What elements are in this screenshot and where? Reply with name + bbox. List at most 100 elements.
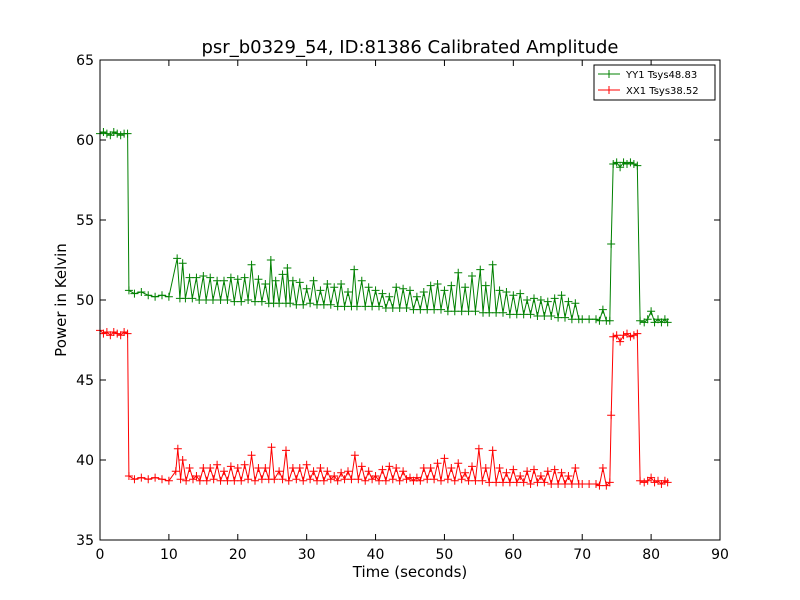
data-point [623, 160, 631, 168]
data-point [550, 294, 559, 303]
x-tick-label: 0 [96, 547, 105, 563]
data-point [399, 467, 408, 476]
data-point [195, 476, 204, 485]
data-point [530, 465, 538, 474]
data-point [306, 299, 315, 308]
data-point [440, 286, 449, 295]
data-point [454, 459, 463, 468]
data-point [195, 296, 204, 304]
data-point [505, 478, 514, 487]
data-point [543, 297, 552, 306]
data-point [388, 304, 397, 312]
data-point [526, 480, 535, 488]
data-point [516, 289, 525, 298]
data-point [623, 329, 631, 338]
data-point [120, 328, 129, 336]
data-point [454, 268, 463, 277]
data-point [368, 302, 377, 311]
legend-entry-2: XX1 Tsys38.52 [598, 86, 699, 97]
data-point [626, 332, 635, 341]
data-point [206, 273, 215, 282]
data-point [488, 446, 497, 455]
data-point [173, 254, 182, 263]
data-point [406, 286, 414, 295]
data-point [350, 265, 359, 274]
data-point [102, 328, 111, 336]
x-tick-label: 40 [367, 547, 385, 563]
data-point [450, 307, 459, 316]
data-point [654, 476, 662, 485]
data-point [395, 476, 404, 485]
data-point [247, 260, 256, 269]
data-point [585, 480, 594, 488]
data-point [571, 299, 580, 308]
data-point [275, 467, 284, 476]
data-point [230, 297, 239, 306]
data-point [471, 307, 480, 316]
data-point [657, 480, 666, 488]
data-point [650, 478, 659, 487]
data-point [488, 260, 497, 269]
y-tick-label: 50 [76, 293, 94, 309]
data-point [364, 283, 373, 292]
data-point [561, 480, 569, 488]
data-point [130, 475, 139, 484]
data-point [423, 305, 432, 314]
data-point [633, 161, 642, 170]
data-point [261, 464, 270, 472]
data-point [99, 128, 108, 136]
data-point [176, 475, 185, 484]
data-point [592, 480, 600, 488]
data-point [199, 272, 208, 280]
data-point [578, 315, 587, 324]
data-point [643, 476, 652, 485]
x-tick-label: 80 [642, 547, 660, 563]
data-point [185, 464, 194, 472]
data-point [171, 467, 180, 476]
data-point [271, 276, 280, 285]
data-point [423, 475, 432, 484]
data-point [330, 472, 339, 480]
data-point [585, 315, 594, 324]
data-point [106, 131, 115, 140]
data-point [323, 280, 332, 288]
data-point [636, 316, 645, 325]
data-point [654, 315, 662, 324]
data-point [536, 472, 545, 480]
data-point [309, 467, 318, 476]
data-point [543, 467, 552, 476]
data-point [468, 272, 476, 280]
data-point [607, 411, 616, 420]
data-point [464, 476, 473, 485]
y-tick-label: 35 [76, 533, 94, 549]
legend: YY1 Tsys48.83 XX1 Tsys38.52 [593, 64, 716, 101]
data-point [523, 296, 532, 304]
data-point [233, 464, 242, 472]
data-point [116, 331, 125, 340]
data-point [278, 270, 287, 279]
data-point [220, 276, 228, 285]
data-point [202, 476, 211, 485]
data-point [109, 128, 118, 136]
data-point [185, 273, 194, 282]
data-point [592, 315, 600, 324]
data-point [385, 462, 394, 471]
data-point [102, 129, 111, 138]
data-point [402, 304, 411, 312]
data-point [326, 300, 335, 309]
x-tick-label: 60 [504, 547, 522, 563]
data-point [640, 318, 649, 327]
data-point [612, 331, 621, 340]
data-point [181, 294, 190, 303]
legend-label: YY1 Tsys48.83 [625, 70, 697, 81]
legend-label: XX1 Tsys38.52 [626, 86, 699, 97]
data-point [357, 276, 366, 285]
data-point [178, 259, 187, 268]
data-point [270, 475, 279, 484]
data-point [447, 281, 456, 290]
data-point [492, 308, 501, 317]
data-point [244, 475, 253, 484]
data-point [316, 464, 325, 472]
data-point [182, 476, 191, 485]
data-point [333, 302, 342, 311]
